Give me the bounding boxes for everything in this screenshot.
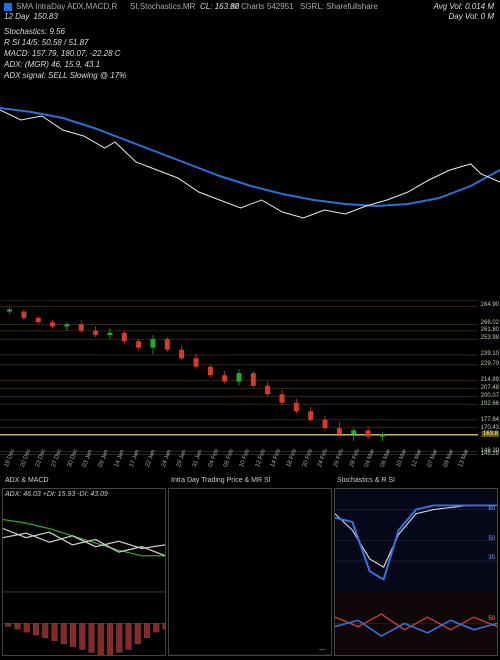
day-vol-value: 0 (481, 12, 485, 21)
sma-label: SMA IntraDay ADX,MACD,R (16, 2, 117, 11)
price-y-axis: 284.90268.02261.80253.98239.10229.70214.… (478, 300, 500, 460)
day-vol-unit: M (487, 12, 494, 21)
adx-panel-title: ADX & MACD (5, 477, 49, 484)
avg-vol-value: 0.014 (465, 2, 485, 11)
macd-line: MACD: 157.79, 180.07, -22.28 C (4, 48, 126, 59)
twelve-day-value: 150.83 (33, 12, 57, 21)
stoch-header-label: SI,Stochastics,MR (130, 2, 195, 11)
sgrl-label: SGRL: Sharefullshare (300, 2, 378, 11)
stochastics-line: Stochastics: 9.56 (4, 26, 126, 37)
adx-values-label: ADX: 46.03 +DI: 15.93 -DI: 43.09 (5, 491, 108, 498)
adx-macd-panel[interactable]: ADX & MACD ADX: 46.03 +DI: 15.93 -DI: 43… (2, 488, 166, 656)
all-charts-label: All Charts 542951 (230, 2, 294, 11)
price-candlestick-chart[interactable] (0, 300, 478, 460)
stochastics-panel[interactable]: Stochastics & R SI 80503050 (334, 488, 498, 656)
adx-signal-line: ADX signal: SELL Slowing @ 17% (4, 70, 126, 81)
avg-vol-unit: M (487, 2, 494, 11)
day-vol-label: Day Vol: (448, 12, 478, 21)
stoch-panel-title: Stochastics & R SI (337, 477, 395, 484)
adx-line: ADX: (MGR) 46, 15.9, 43.1 (4, 59, 126, 70)
intra-panel-title: Intra Day Trading Price & MR SI (171, 477, 271, 484)
main-ma-chart[interactable] (0, 100, 500, 260)
chart-header: SMA IntraDay ADX,MACD,R 12 Day 150.83 SI… (0, 0, 500, 22)
twelve-day-label: 12 Day (4, 12, 29, 21)
close-label: CL: (200, 2, 212, 11)
rsi-line: R SI 14/5: 50.58 / 51.87 (4, 37, 126, 48)
intraday-panel[interactable]: Intra Day Trading Price & MR SI — (168, 488, 332, 656)
sma-color-swatch (4, 3, 12, 11)
indicator-block: Stochastics: 9.56 R SI 14/5: 50.58 / 51.… (4, 26, 126, 81)
avg-vol-label: Avg Vol: (433, 2, 462, 11)
intra-blank-indicator: — (319, 647, 325, 653)
